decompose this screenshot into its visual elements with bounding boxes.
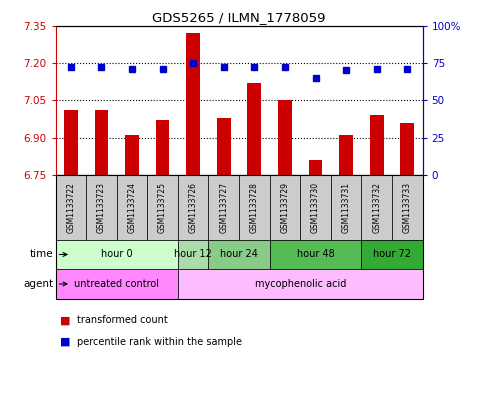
Text: transformed count: transformed count: [77, 315, 168, 325]
Bar: [125, 135, 139, 175]
Text: percentile rank within the sample: percentile rank within the sample: [77, 337, 242, 347]
Text: GSM1133725: GSM1133725: [158, 182, 167, 233]
Bar: [64, 110, 78, 175]
Bar: [217, 118, 231, 175]
Text: time: time: [29, 250, 53, 259]
Text: GSM1133731: GSM1133731: [341, 182, 351, 233]
Bar: [309, 160, 323, 175]
Text: hour 48: hour 48: [297, 250, 334, 259]
Bar: [247, 83, 261, 175]
Text: GSM1133730: GSM1133730: [311, 182, 320, 233]
Text: hour 72: hour 72: [373, 250, 411, 259]
Text: GSM1133732: GSM1133732: [372, 182, 381, 233]
Bar: [95, 110, 108, 175]
Text: GSM1133724: GSM1133724: [128, 182, 137, 233]
Text: GSM1133733: GSM1133733: [403, 182, 412, 233]
Text: ■: ■: [60, 315, 71, 325]
Text: agent: agent: [23, 279, 53, 289]
Bar: [186, 33, 200, 175]
Text: hour 12: hour 12: [174, 250, 212, 259]
Text: mycophenolic acid: mycophenolic acid: [255, 279, 346, 289]
Text: GSM1133723: GSM1133723: [97, 182, 106, 233]
Text: hour 24: hour 24: [220, 250, 258, 259]
Text: ■: ■: [60, 337, 71, 347]
Text: GSM1133722: GSM1133722: [66, 182, 75, 233]
Text: hour 0: hour 0: [101, 250, 132, 259]
Text: GSM1133729: GSM1133729: [281, 182, 289, 233]
Text: untreated control: untreated control: [74, 279, 159, 289]
Bar: [278, 100, 292, 175]
Bar: [339, 135, 353, 175]
Text: GSM1133726: GSM1133726: [189, 182, 198, 233]
Text: GSM1133728: GSM1133728: [250, 182, 259, 233]
Bar: [370, 115, 384, 175]
Bar: [156, 120, 170, 175]
Text: GDS5265 / ILMN_1778059: GDS5265 / ILMN_1778059: [152, 11, 326, 24]
Text: GSM1133727: GSM1133727: [219, 182, 228, 233]
Bar: [400, 123, 414, 175]
